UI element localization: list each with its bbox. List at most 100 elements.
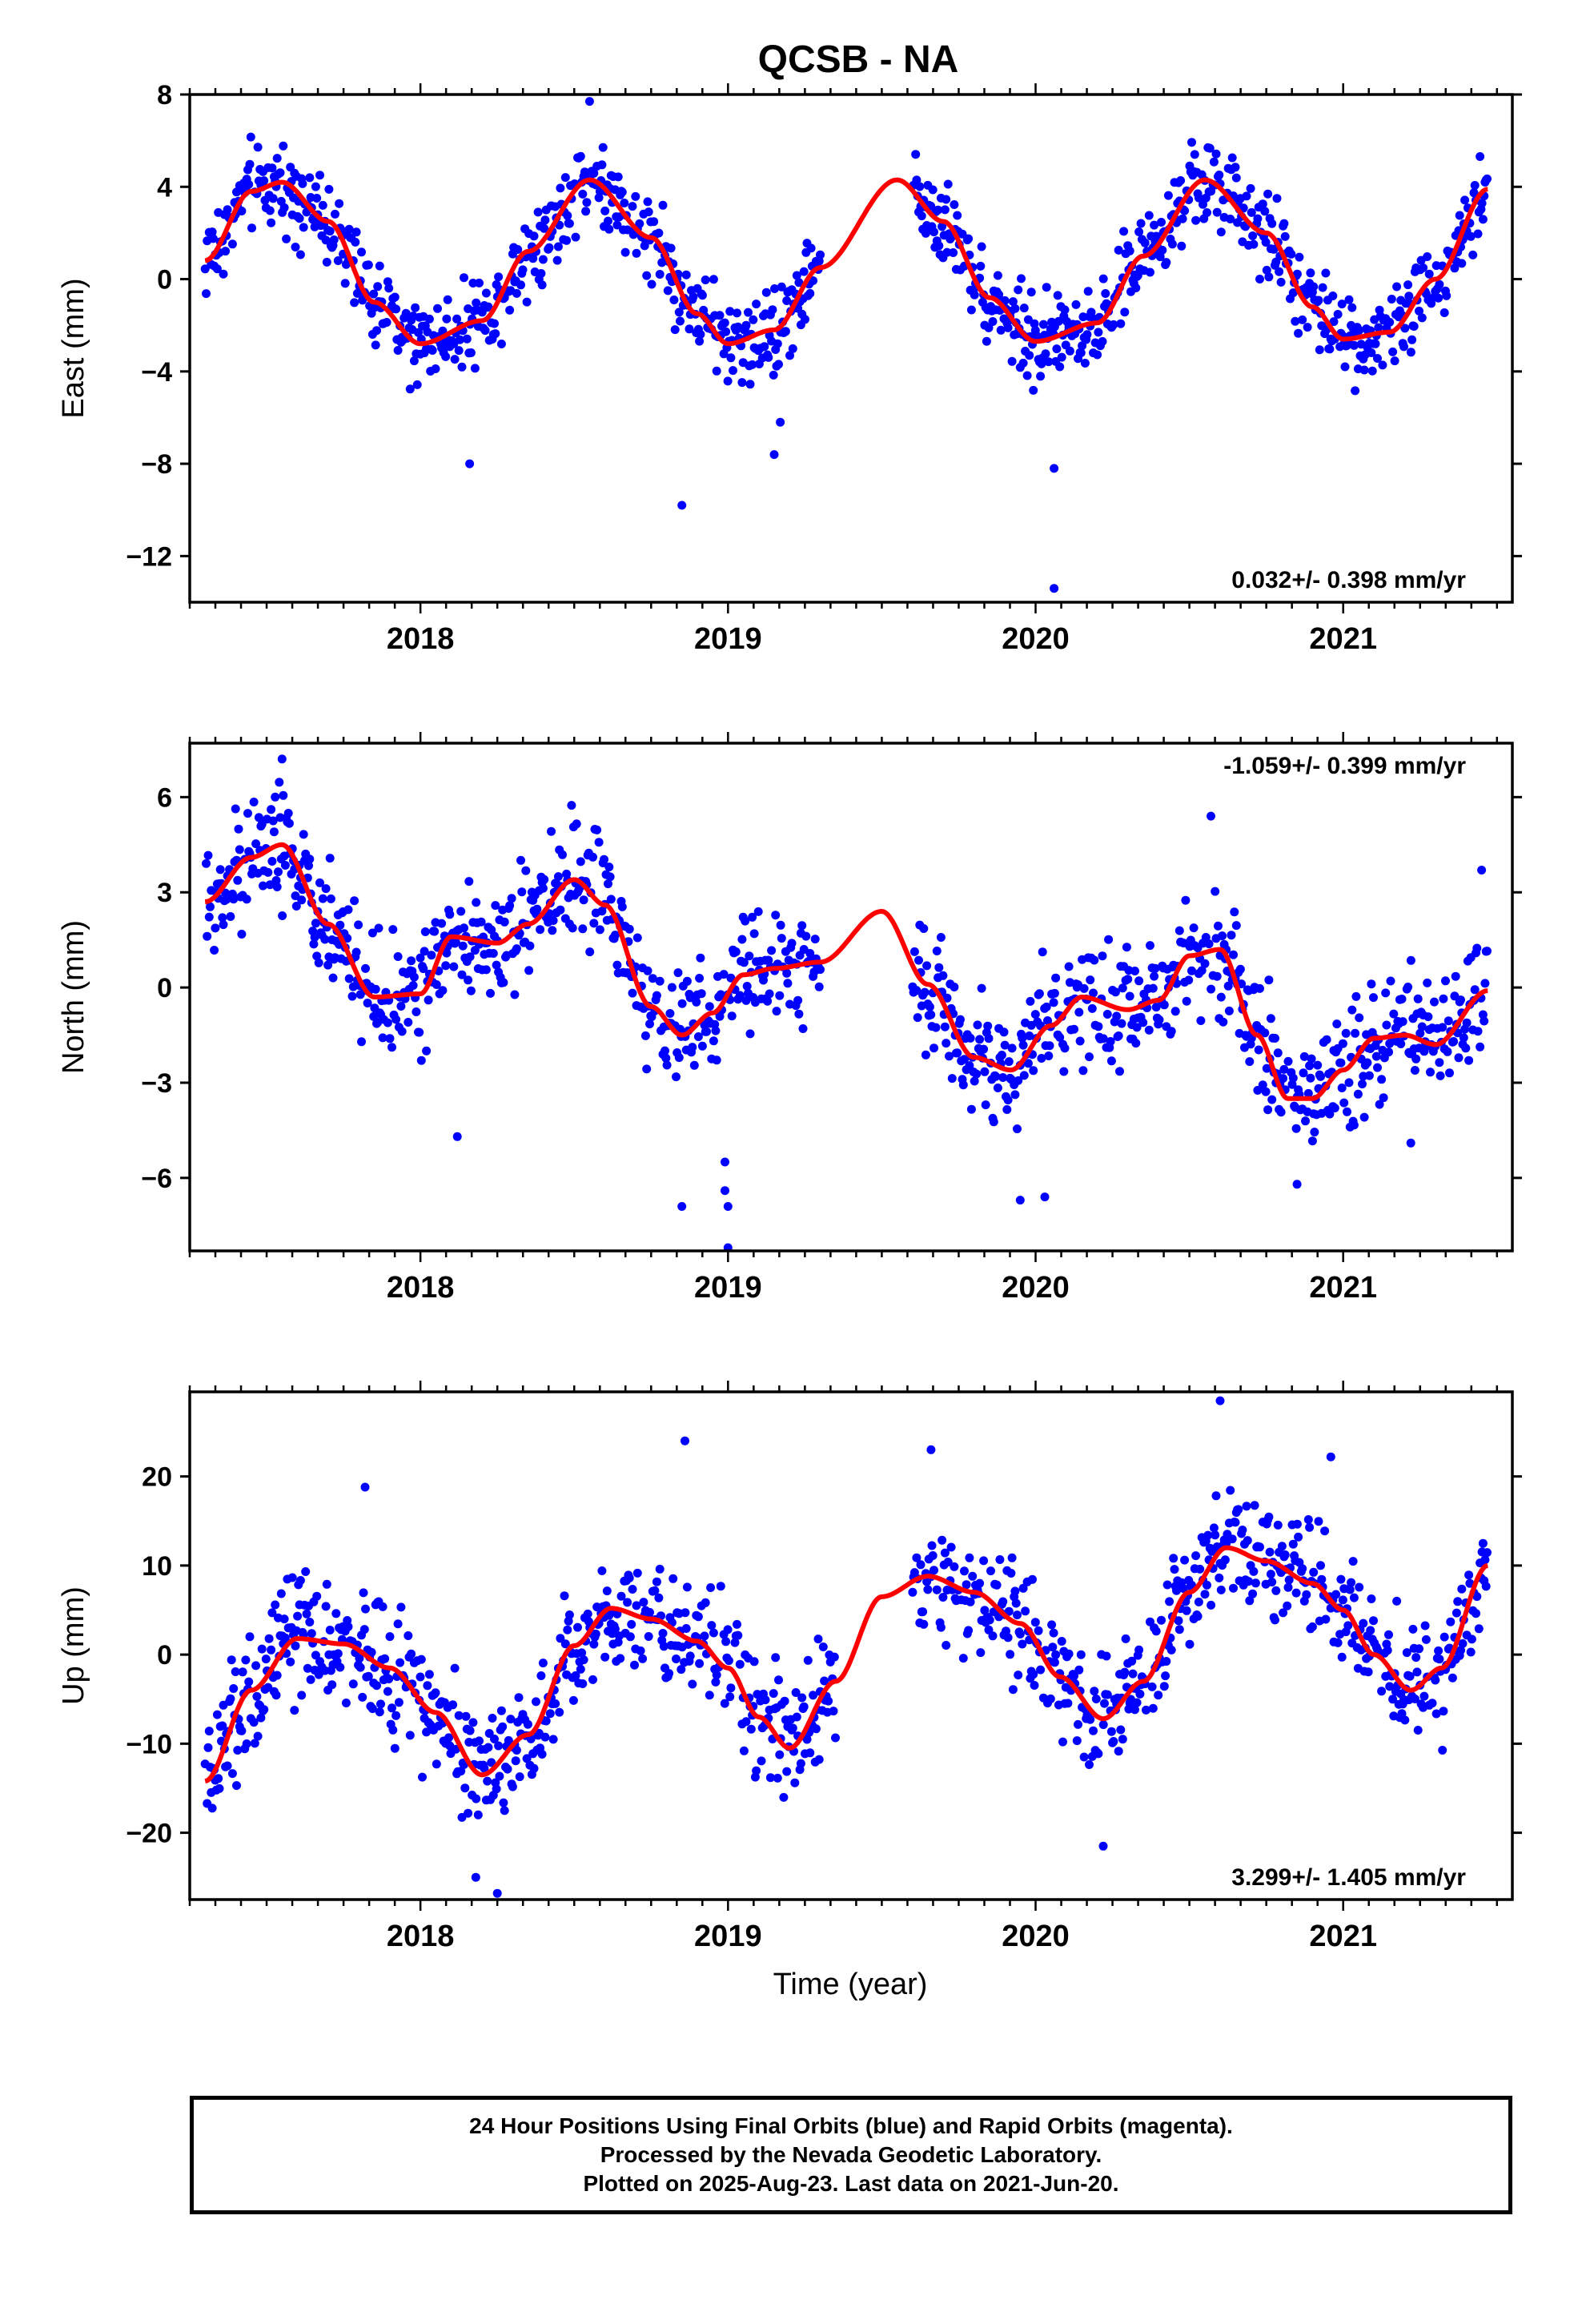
east-point [1018, 358, 1028, 368]
north-point [1055, 1032, 1065, 1042]
up-point [654, 1593, 664, 1602]
east-point [943, 179, 953, 189]
north-point [640, 1031, 650, 1040]
east-point [329, 235, 339, 244]
east-point [1355, 326, 1364, 335]
east-point [279, 141, 288, 151]
north-outlier-point [723, 1243, 733, 1251]
north-point [932, 947, 942, 955]
north-point [1212, 971, 1222, 981]
up-point [1439, 1707, 1448, 1716]
up-point [1174, 1625, 1184, 1634]
north-point [1224, 1006, 1234, 1015]
north-outlier-point [1015, 1196, 1025, 1205]
up-point [1006, 1569, 1016, 1578]
north-point [437, 919, 447, 928]
north-point [234, 824, 243, 834]
up-point [320, 1666, 330, 1675]
north-point [940, 1022, 950, 1031]
east-point [774, 360, 783, 369]
up-point [448, 1700, 458, 1710]
up-point [1265, 1547, 1275, 1557]
north-point [648, 974, 657, 983]
up-point [1046, 1694, 1055, 1703]
north-point [215, 865, 225, 875]
north-point [1211, 887, 1220, 896]
north-point [677, 999, 687, 1008]
east-point [993, 271, 1002, 280]
north-point [1367, 979, 1376, 989]
north-point [451, 938, 460, 947]
up-point [765, 1773, 775, 1783]
up-point [256, 1713, 266, 1723]
east-point [305, 173, 315, 183]
east-point [799, 267, 809, 276]
east-point [1349, 340, 1359, 350]
east-point [1303, 323, 1312, 332]
east-point [312, 194, 322, 203]
up-point [322, 1579, 331, 1589]
up-point [1018, 1583, 1028, 1593]
east-point [480, 326, 490, 336]
up-point [577, 1648, 587, 1658]
north-point [1049, 998, 1058, 1007]
east-point [1318, 283, 1327, 292]
up-point [1280, 1550, 1290, 1559]
up-point [761, 1695, 770, 1705]
east-point [670, 325, 680, 335]
up-point [571, 1671, 580, 1680]
up-point [1363, 1667, 1373, 1677]
up-point [488, 1714, 497, 1723]
east-point [1390, 356, 1399, 366]
up-point [1070, 1671, 1078, 1681]
north-xtick-label: 2019 [694, 1271, 762, 1305]
up-point [272, 1671, 282, 1680]
north-point [374, 923, 383, 933]
north-point [350, 896, 359, 906]
north-point [719, 970, 729, 979]
east-point [1052, 344, 1062, 354]
up-point [238, 1667, 247, 1677]
east-point [912, 175, 921, 185]
north-point [1007, 1043, 1017, 1053]
north-point [726, 973, 736, 983]
up-point [422, 1727, 432, 1737]
east-point [352, 288, 362, 298]
north-point [1396, 1039, 1406, 1048]
up-point [600, 1652, 610, 1662]
up-point [508, 1782, 517, 1791]
up-point [923, 1585, 933, 1594]
east-point [538, 255, 548, 264]
up-point [431, 1688, 440, 1698]
east-point [1216, 227, 1226, 237]
up-point [261, 1655, 271, 1664]
east-point [295, 214, 304, 223]
east-point [695, 336, 705, 346]
north-point [1263, 1105, 1273, 1115]
up-point [480, 1763, 489, 1773]
east-point [1203, 208, 1211, 217]
east-point [1280, 231, 1290, 241]
east-point [563, 211, 572, 220]
up-point [1159, 1682, 1169, 1691]
north-point [472, 898, 481, 907]
up-point [932, 1585, 942, 1594]
up-point [249, 1718, 259, 1727]
up-point [597, 1566, 607, 1575]
up-point [1014, 1671, 1023, 1680]
north-point [548, 926, 557, 935]
up-point [548, 1735, 558, 1744]
north-point [1207, 984, 1216, 994]
north-point [1184, 975, 1194, 985]
north-point [1330, 1104, 1339, 1113]
up-point [1283, 1582, 1293, 1592]
north-point [1014, 1076, 1023, 1085]
north-point [1122, 943, 1131, 952]
east-point [441, 352, 451, 361]
up-point [545, 1709, 555, 1719]
east-ytick-label: 8 [157, 80, 172, 111]
east-point [1400, 324, 1410, 333]
up-point [1120, 1667, 1130, 1677]
north-point [1204, 939, 1214, 949]
east-point [494, 272, 504, 282]
